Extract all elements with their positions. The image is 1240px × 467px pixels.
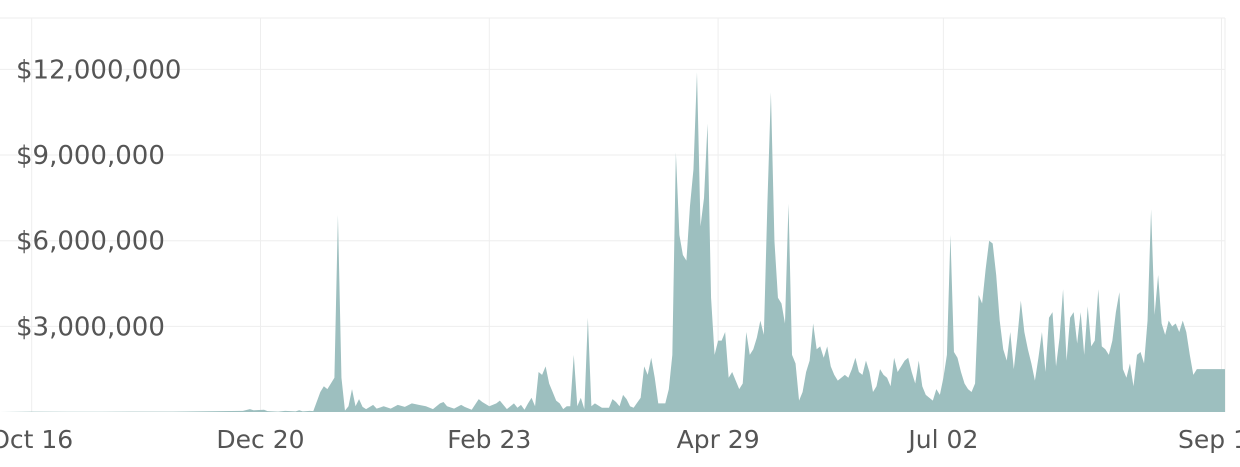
x-tick-label: Sep 19: [1178, 425, 1240, 454]
series-area: [0, 72, 1225, 412]
series-area-path: [0, 72, 1225, 412]
y-tick-label: $6,000,000: [16, 227, 165, 257]
x-tick-label: Dec 20: [216, 425, 304, 454]
grid-lines: [0, 17, 1226, 412]
y-axis: $3,000,000 $6,000,000 $9,000,000 $12,000,00…: [16, 55, 181, 342]
x-tick-label: Apr 29: [677, 425, 760, 454]
y-tick-label: $12,000,000: [16, 55, 181, 85]
y-tick-label: $9,000,000: [16, 141, 165, 171]
x-axis: Oct 16 Dec 20 Feb 23 Apr 29 Jul 02 Sep 19: [0, 425, 1240, 454]
x-tick-label: Oct 16: [0, 425, 73, 454]
x-tick-label: Jul 02: [906, 425, 978, 454]
x-tick-label: Feb 23: [447, 425, 531, 454]
y-tick-label: $3,000,000: [16, 312, 165, 342]
